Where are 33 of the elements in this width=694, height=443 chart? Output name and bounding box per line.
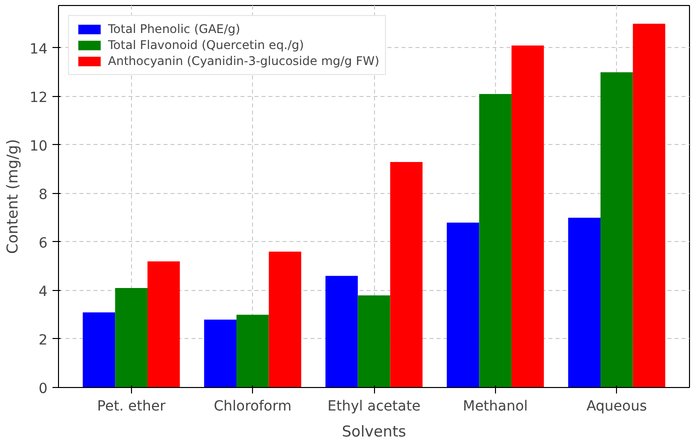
bar	[236, 314, 269, 388]
bar	[204, 320, 236, 388]
y-tick-label: 0	[38, 381, 48, 397]
bar	[325, 276, 358, 388]
bar	[600, 72, 633, 388]
x-axis-title: Solvents	[342, 422, 406, 440]
bar	[479, 94, 512, 388]
y-tick-label: 6	[38, 235, 48, 252]
y-tick-label: 14	[30, 41, 48, 58]
x-tick-label: Aqueous	[586, 398, 647, 414]
bar	[358, 295, 390, 388]
bar	[147, 261, 180, 388]
bar	[82, 312, 116, 388]
y-tick-label: 4	[38, 284, 48, 300]
legend-label: Total Phenolic (GAE/g)	[108, 22, 240, 36]
bar	[446, 222, 480, 388]
legend-label: Total Flavonoid (Quercetin eq./g)	[108, 38, 304, 52]
x-tick-label: Chloroform	[214, 398, 292, 414]
y-tick-label: 8	[38, 186, 48, 203]
bar	[568, 218, 601, 388]
bar	[512, 46, 544, 388]
y-tick-label: 2	[38, 332, 48, 348]
bar	[268, 252, 302, 388]
x-tick-label: Methanol	[462, 398, 528, 414]
y-axis-title: Content (mg/g)	[4, 139, 22, 254]
x-tick-label: Pet. ether	[97, 398, 166, 414]
x-tick-label: Ethyl acetate	[328, 398, 420, 414]
bar	[390, 162, 423, 388]
y-tick-label: 12	[30, 90, 48, 106]
bar	[632, 24, 666, 388]
legend-label: Anthocyanin (Cyanidin-3-glucoside mg/g FW)	[108, 54, 380, 68]
bar	[115, 288, 148, 388]
y-tick-label: 10	[30, 138, 48, 154]
